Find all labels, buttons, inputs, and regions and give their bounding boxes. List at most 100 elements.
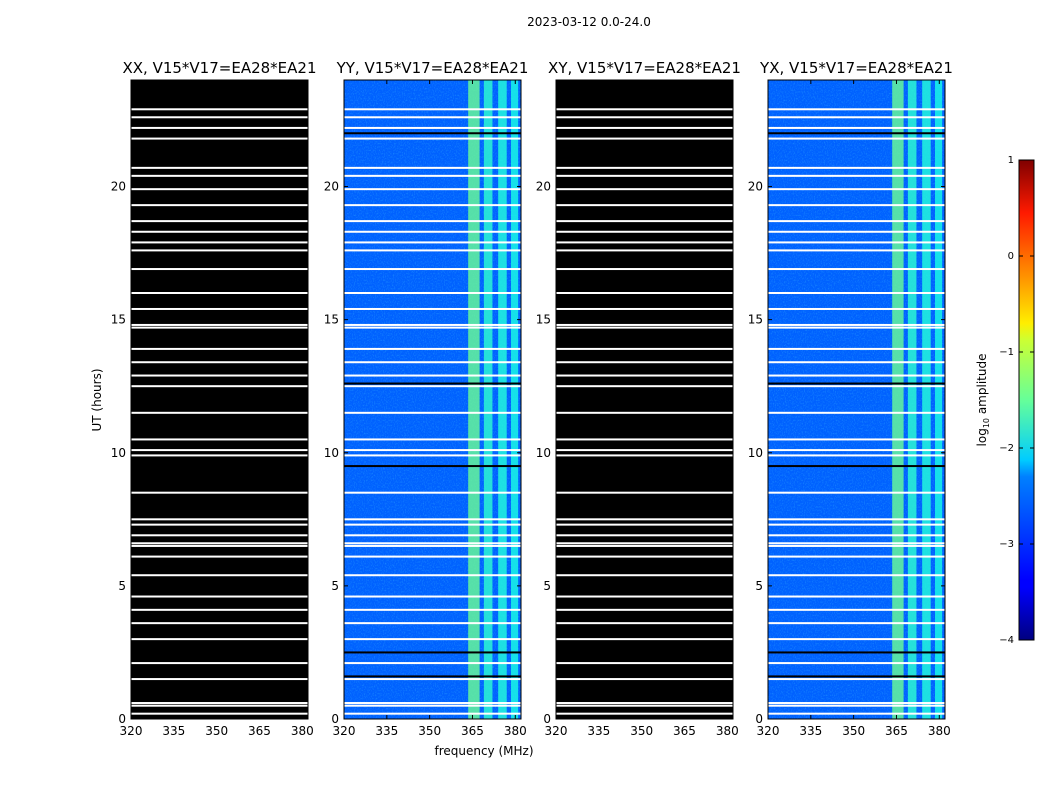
flagged-row xyxy=(344,438,521,441)
flagged-row xyxy=(556,438,733,441)
flagged-row xyxy=(131,574,308,577)
flagged-row xyxy=(768,574,945,577)
rfi-band xyxy=(483,80,493,719)
x-tick-label: 380 xyxy=(928,724,951,738)
flagged-row xyxy=(768,534,945,537)
flagged-row xyxy=(768,555,945,558)
flagged-row xyxy=(131,542,308,545)
flagged-row xyxy=(768,268,945,271)
flagged-row xyxy=(768,438,945,441)
flagged-row xyxy=(131,454,308,457)
x-tick-label: 350 xyxy=(205,724,228,738)
panel-title: YX, V15*V17=EA28*EA21 xyxy=(759,59,953,77)
flagged-row xyxy=(768,220,945,223)
flagged-row xyxy=(556,608,733,611)
flagged-row xyxy=(131,220,308,223)
colorbar: 1 0 −1 −2 −3 −4 log10 amplitude xyxy=(975,155,1035,646)
colorbar-tick-label: 1 xyxy=(1008,155,1014,166)
flagged-row xyxy=(131,712,308,715)
panel-yx: YX, V15*V17=EA28*EA21 320 335 350 365 380 0 5 10… xyxy=(748,59,953,738)
flagged-row xyxy=(344,116,521,119)
x-tick-label: 365 xyxy=(461,724,484,738)
panel-yy: YY, V15*V17=EA28*EA21 320 335 350 365 380 0 5 10… xyxy=(324,59,529,738)
flagged-row xyxy=(344,411,521,414)
flagged-row xyxy=(768,137,945,140)
flagged-row xyxy=(768,622,945,625)
flagged-row xyxy=(768,249,945,252)
flagged-row xyxy=(344,638,521,641)
rfi-band xyxy=(498,80,507,719)
flagged-row xyxy=(556,454,733,457)
flagged-row xyxy=(556,374,733,377)
flagged-row xyxy=(344,534,521,537)
flagged-row xyxy=(131,137,308,140)
flagged-row xyxy=(344,204,521,207)
y-tick-label: 20 xyxy=(324,180,339,194)
flagged-row xyxy=(131,249,308,252)
flagged-row xyxy=(768,323,945,326)
x-tick-label: 335 xyxy=(587,724,610,738)
flagged-row xyxy=(768,174,945,177)
flagged-row xyxy=(131,307,308,310)
flagged-row xyxy=(344,622,521,625)
flagged-row xyxy=(556,544,733,547)
flagged-row xyxy=(344,249,521,252)
rfi-band xyxy=(922,80,931,719)
dropout-line xyxy=(344,382,521,385)
flagged-row xyxy=(131,166,308,169)
flagged-row xyxy=(344,555,521,558)
y-tick-label: 20 xyxy=(748,180,763,194)
x-tick-label: 350 xyxy=(418,724,441,738)
colorbar-tick-label: −4 xyxy=(999,635,1014,646)
panel-title: XX, V15*V17=EA28*EA21 xyxy=(122,59,316,77)
flagged-row xyxy=(556,268,733,271)
flagged-row xyxy=(768,608,945,611)
flagged-row xyxy=(556,411,733,414)
flagged-row xyxy=(556,523,733,526)
flagged-row xyxy=(131,241,308,244)
flagged-row xyxy=(131,126,308,129)
flagged-row xyxy=(344,385,521,388)
flagged-row xyxy=(768,326,945,329)
y-tick-label: 15 xyxy=(748,313,763,327)
flagged-row xyxy=(768,449,945,452)
flagged-row xyxy=(344,361,521,364)
flagged-row xyxy=(556,323,733,326)
colorbar-tick-label: −1 xyxy=(999,347,1014,358)
flagged-row xyxy=(768,116,945,119)
x-tick-label: 335 xyxy=(375,724,398,738)
flagged-row xyxy=(131,555,308,558)
flagged-row xyxy=(768,542,945,545)
x-tick-label: 320 xyxy=(757,724,780,738)
x-tick-label: 365 xyxy=(673,724,696,738)
y-tick-label: 15 xyxy=(536,313,551,327)
flagged-row xyxy=(344,454,521,457)
flagged-row xyxy=(131,704,308,707)
flagged-row xyxy=(556,137,733,140)
flagged-row xyxy=(131,116,308,119)
flagged-row xyxy=(556,174,733,177)
empty-data xyxy=(131,80,308,719)
flagged-row xyxy=(556,347,733,350)
flagged-row xyxy=(344,542,521,545)
flagged-row xyxy=(131,608,308,611)
x-tick-label: 320 xyxy=(120,724,143,738)
flagged-row xyxy=(768,126,945,129)
flagged-row xyxy=(556,542,733,545)
flagged-row xyxy=(344,188,521,191)
flagged-row xyxy=(131,518,308,521)
flagged-row xyxy=(556,638,733,641)
panel-frame xyxy=(343,79,522,720)
flagged-row xyxy=(344,678,521,681)
flagged-row xyxy=(556,188,733,191)
flagged-row xyxy=(131,544,308,547)
flagged-row xyxy=(344,174,521,177)
flagged-row xyxy=(768,230,945,233)
flagged-row xyxy=(344,712,521,715)
flagged-row xyxy=(768,544,945,547)
flagged-row xyxy=(344,662,521,665)
y-tick-label: 10 xyxy=(748,446,763,460)
flagged-row xyxy=(768,491,945,494)
flagged-row xyxy=(131,268,308,271)
dropout-line xyxy=(344,132,521,135)
